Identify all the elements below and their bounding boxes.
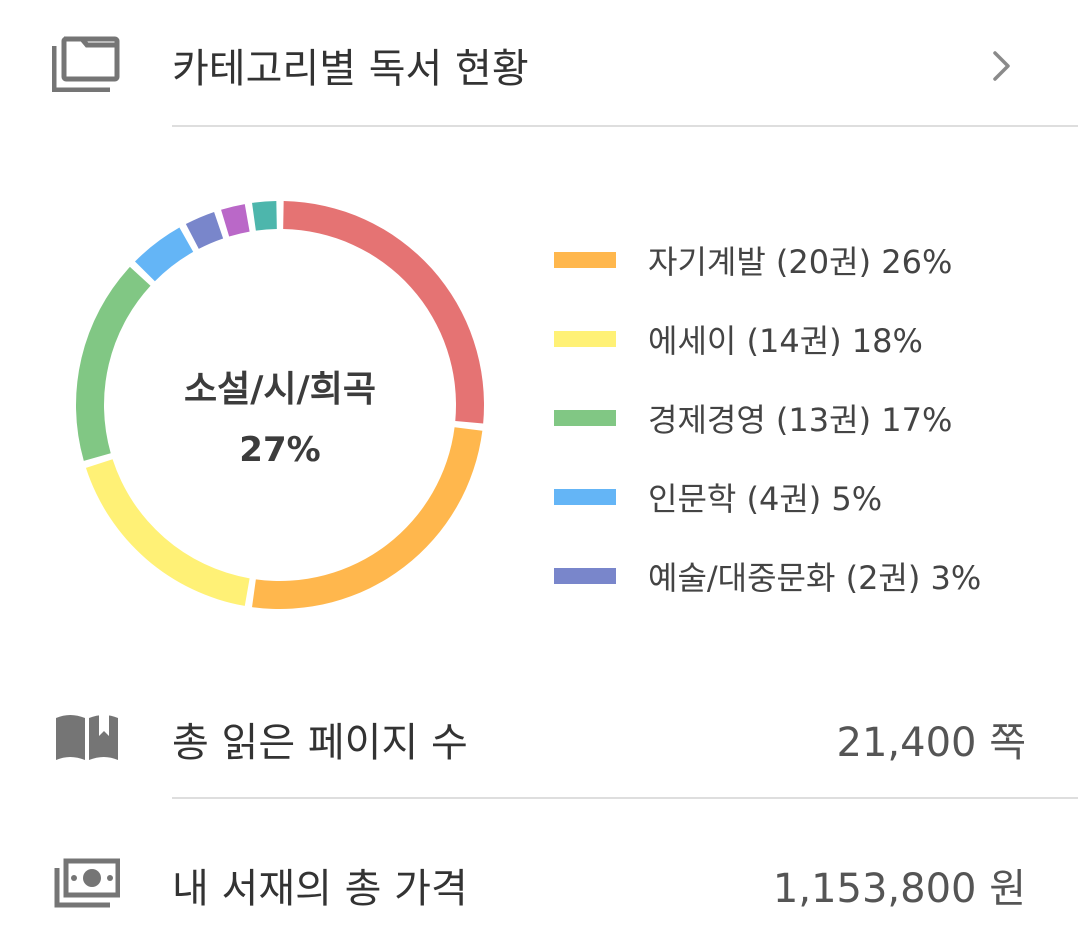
folder-icon xyxy=(51,36,120,96)
center-percent-label: 27% xyxy=(239,430,321,470)
price-value: 1,153,800 원 xyxy=(772,866,1026,912)
chevron-right-icon[interactable] xyxy=(990,48,1014,88)
pages-label: 총 읽은 페이지 수 xyxy=(172,720,468,766)
chart-legend: 자기계발 (20권) 26% 에세이 (14권) 18% 경제경영 (13권) … xyxy=(554,220,981,615)
page-title: 카테고리별 독서 현황 xyxy=(172,46,529,92)
legend-item: 예술/대중문화 (2권) 3% xyxy=(554,536,981,615)
legend-label: 자기계발 (20권) 26% xyxy=(648,242,953,281)
divider xyxy=(172,125,1078,127)
center-category-label: 소설/시/희곡 xyxy=(184,369,376,410)
money-icon xyxy=(54,858,121,912)
legend-swatch xyxy=(554,409,616,426)
donut-slice-에세이 xyxy=(85,459,250,606)
donut-slice xyxy=(221,204,250,237)
donut-slice-경제경영 xyxy=(76,266,151,461)
donut-slice xyxy=(185,211,224,249)
legend-item: 경제경영 (13권) 17% xyxy=(554,378,981,457)
legend-swatch xyxy=(554,251,616,268)
legend-item: 자기계발 (20권) 26% xyxy=(554,220,981,299)
donut-slice-인문학 xyxy=(134,227,194,282)
donut-slice xyxy=(252,201,277,231)
donut-slice-자기계발 xyxy=(252,427,483,609)
open-book-icon xyxy=(54,710,120,766)
divider xyxy=(172,797,1078,799)
legend-label: 인문학 (4권) 5% xyxy=(648,479,883,518)
legend-label: 에세이 (14권) 18% xyxy=(648,321,923,360)
legend-swatch xyxy=(554,330,616,347)
legend-label: 예술/대중문화 (2권) 3% xyxy=(648,558,982,597)
legend-swatch xyxy=(554,567,616,584)
legend-swatch xyxy=(554,488,616,505)
legend-item: 인문학 (4권) 5% xyxy=(554,457,981,536)
donut-slice-소설/시/희곡 xyxy=(283,201,484,424)
pages-value: 21,400 쪽 xyxy=(836,720,1026,766)
price-label: 내 서재의 총 가격 xyxy=(172,866,468,912)
legend-label: 경제경영 (13권) 17% xyxy=(648,400,953,439)
legend-item: 에세이 (14권) 18% xyxy=(554,299,981,378)
donut-chart xyxy=(76,201,484,609)
